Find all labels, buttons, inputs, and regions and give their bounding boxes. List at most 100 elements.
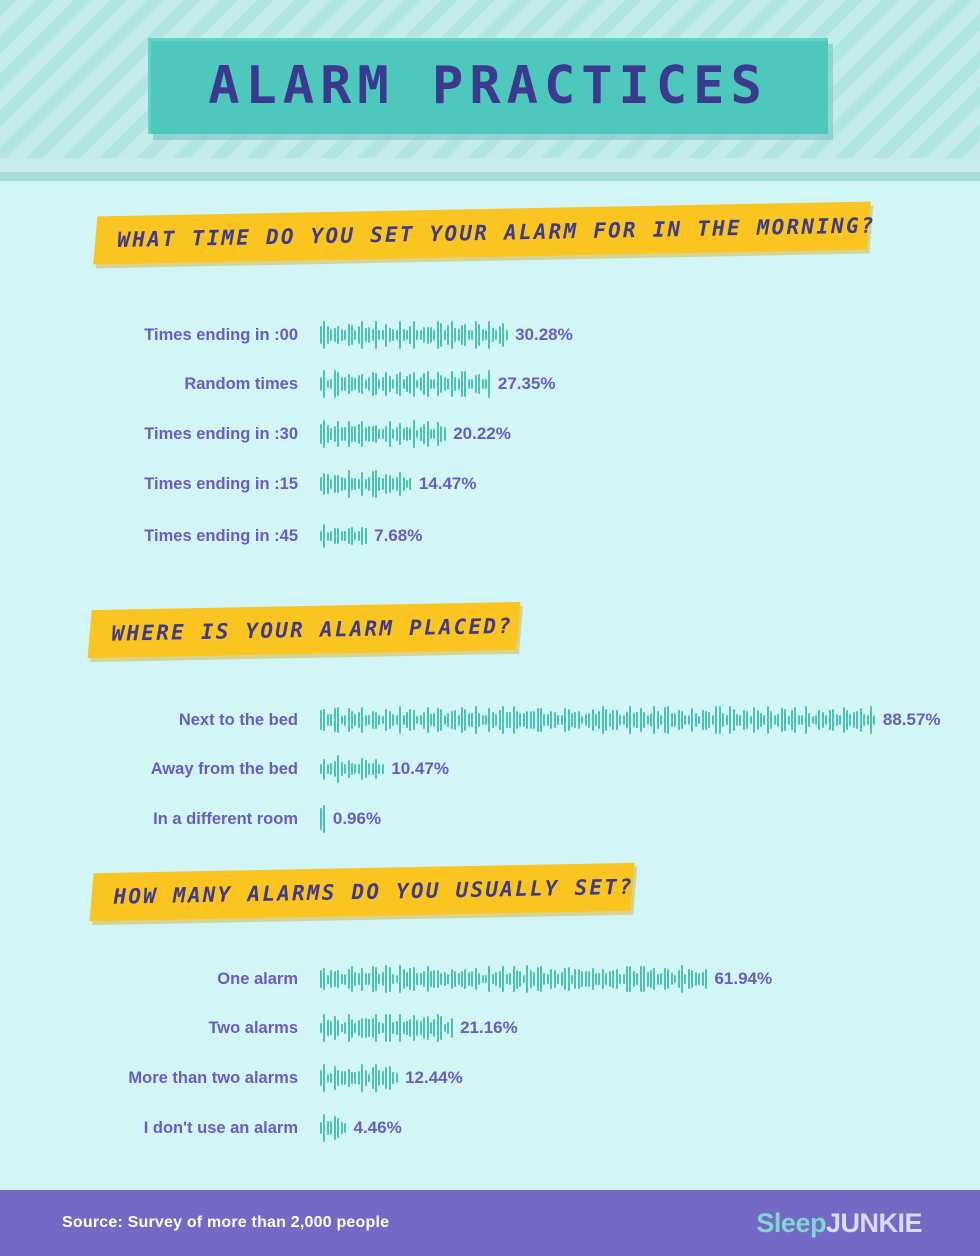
- waveform-tick: [742, 710, 745, 730]
- waveform-bar: [320, 1113, 348, 1143]
- sleepjunkie-logo[interactable]: SleepJUNKIE: [756, 1208, 922, 1239]
- waveform-tick: [474, 321, 477, 349]
- waveform-tick: [591, 709, 594, 731]
- chart-row-value: 10.47%: [391, 759, 449, 778]
- waveform-tick: [732, 709, 735, 731]
- waveform-tick: [416, 429, 419, 439]
- waveform-tick: [354, 1023, 357, 1033]
- waveform-tick: [536, 707, 539, 733]
- waveform-tick: [323, 420, 326, 448]
- waveform-tick: [488, 708, 491, 732]
- waveform-tick: [326, 764, 329, 774]
- waveform-tick: [763, 714, 766, 726]
- waveform-tick: [323, 967, 326, 991]
- waveform-tick: [405, 376, 408, 392]
- waveform-tick: [361, 526, 364, 546]
- waveform-tick: [694, 712, 697, 728]
- waveform-tick: [873, 714, 876, 726]
- waveform-tick: [368, 1073, 371, 1083]
- waveform-tick: [402, 1022, 405, 1034]
- waveform-bar: [320, 419, 447, 449]
- waveform-tick: [705, 969, 707, 989]
- waveform-tick: [326, 379, 329, 389]
- waveform-tick: [375, 321, 377, 349]
- waveform-tick: [385, 425, 388, 443]
- waveform-tick: [340, 1070, 343, 1086]
- waveform-tick: [388, 474, 391, 494]
- waveform-tick: [430, 428, 432, 440]
- waveform-tick: [340, 376, 343, 392]
- waveform-tick: [598, 972, 601, 986]
- waveform-tick: [746, 711, 749, 729]
- waveform-tick: [354, 1071, 357, 1085]
- waveform-tick: [354, 378, 357, 390]
- waveform-tick: [467, 713, 470, 727]
- waveform-tick: [588, 712, 591, 728]
- waveform-tick: [320, 325, 322, 345]
- waveform-tick: [533, 972, 536, 986]
- waveform-tick: [395, 329, 398, 341]
- waveform-tick: [344, 531, 347, 541]
- waveform-tick: [574, 969, 577, 989]
- waveform-tick: [388, 1065, 391, 1091]
- waveform-tick: [392, 328, 395, 342]
- waveform-tick: [357, 764, 360, 774]
- waveform-tick: [323, 805, 326, 833]
- waveform-tick: [440, 322, 443, 348]
- waveform-tick: [399, 321, 402, 349]
- waveform-tick: [357, 711, 360, 729]
- waveform-tick: [357, 326, 360, 344]
- chart-row-label: Times ending in :00: [144, 325, 298, 344]
- waveform-tick: [337, 1019, 340, 1037]
- waveform-tick: [330, 1020, 333, 1036]
- waveform-tick: [326, 974, 329, 984]
- waveform-tick: [402, 968, 405, 990]
- waveform-tick: [337, 1118, 340, 1138]
- waveform-tick: [361, 321, 364, 349]
- chart-row-label: In a different room: [153, 809, 298, 828]
- waveform-tick: [454, 970, 457, 988]
- chart-row-label: Two alarms: [208, 1018, 298, 1037]
- waveform-tick: [344, 1071, 347, 1085]
- waveform-tick: [615, 710, 618, 730]
- waveform-tick: [560, 971, 563, 987]
- waveform-tick: [323, 1014, 326, 1042]
- waveform-tick: [687, 714, 690, 726]
- waveform-tick: [553, 970, 556, 988]
- waveform-tick: [443, 376, 446, 392]
- waveform-tick: [330, 379, 333, 389]
- waveform-tick: [564, 967, 567, 991]
- waveform-tick: [601, 706, 604, 734]
- waveform-tick: [863, 713, 866, 727]
- waveform-tick: [409, 427, 412, 441]
- waveform-tick: [350, 377, 353, 391]
- waveform-tick: [364, 527, 367, 545]
- waveform-tick: [399, 372, 402, 396]
- waveform-bar: [320, 754, 385, 784]
- waveform-tick: [337, 325, 340, 345]
- chart-row-label: One alarm: [217, 969, 298, 988]
- waveform-bar: [320, 369, 492, 399]
- waveform-tick: [320, 1070, 322, 1086]
- waveform-tick: [460, 371, 463, 397]
- waveform-tick: [347, 527, 350, 545]
- waveform-tick: [347, 1069, 350, 1087]
- waveform-tick: [347, 323, 350, 347]
- waveform-tick: [801, 715, 804, 725]
- waveform-tick: [357, 1019, 360, 1037]
- chart-row-label: Random times: [184, 374, 298, 393]
- waveform-bar: [320, 964, 708, 994]
- waveform-tick: [426, 965, 429, 993]
- chart-row: Two alarms 21.16%: [120, 1011, 518, 1045]
- section-heading-banner: WHERE IS YOUR ALARM PLACED?: [87, 601, 521, 659]
- waveform-tick: [337, 755, 340, 783]
- waveform-tick: [842, 706, 845, 734]
- waveform-tick: [471, 378, 474, 390]
- waveform-tick: [694, 972, 697, 986]
- waveform-bar: [320, 1063, 399, 1093]
- waveform-tick: [357, 530, 360, 542]
- waveform-tick: [337, 474, 340, 494]
- waveform-tick: [344, 1022, 347, 1034]
- waveform-tick: [405, 1020, 408, 1036]
- waveform-tick: [454, 327, 457, 343]
